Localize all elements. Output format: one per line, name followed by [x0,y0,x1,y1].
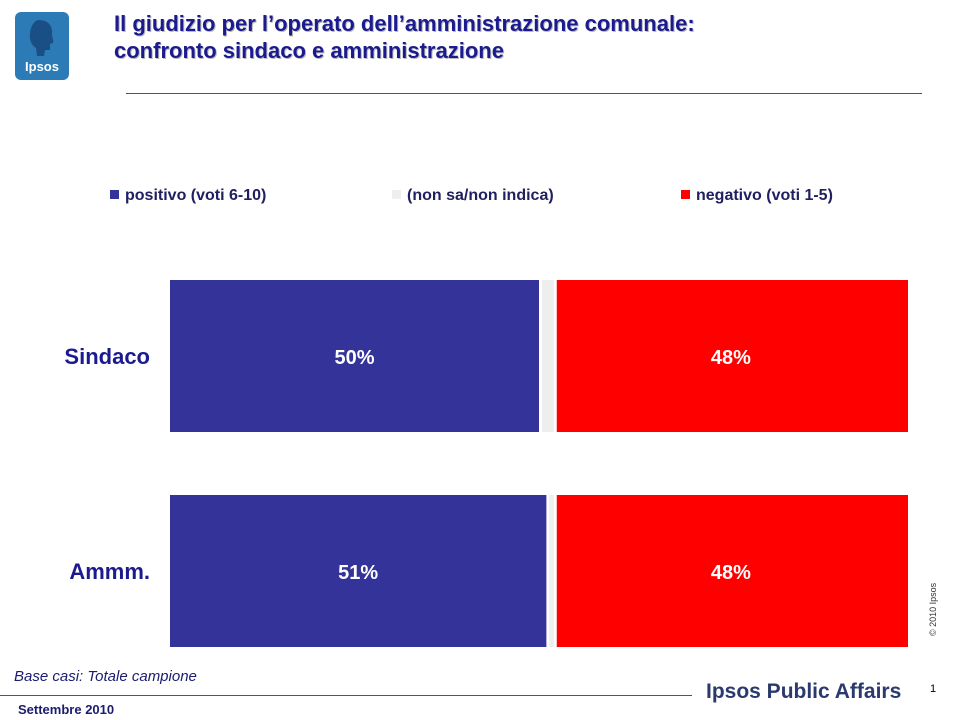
brand-name: Ipsos Public Affairs [706,680,902,703]
legend-label-positive: positivo (voti 6-10) [125,187,267,204]
category-label-1: Ammm. [69,559,150,584]
head-silhouette-icon [29,20,54,56]
data-label-0-0: 50% [334,347,374,369]
bar-0-2 [556,280,908,432]
title-line-1: Il giudizio per l’operato dell’amministr… [114,11,695,36]
legend-swatch-positive [110,190,119,199]
legend-item-unknown: (non sa/non indica) [392,187,554,205]
legend-swatch-negative [681,190,690,199]
bar-0-0 [170,280,539,432]
base-note: Base casi: Totale campione [14,668,197,685]
page-number: 1 [930,683,937,695]
footer-divider [0,695,692,696]
bar-1-0 [170,495,547,647]
chart-legend: positivo (voti 6-10) (non sa/non indica)… [0,187,960,209]
legend-item-positive: positivo (voti 6-10) [110,187,266,205]
bar-0-1 [542,280,554,432]
title-divider [126,93,922,94]
data-label-0-2: 48% [711,347,751,369]
legend-label-negative: negativo (voti 1-5) [696,187,833,204]
logo-text: Ipsos [25,59,59,74]
page-title: Il giudizio per l’operato dell’amministr… [114,10,934,64]
bar-1-1 [549,495,554,647]
footer-date: Settembre 2010 [18,702,115,717]
data-label-1-0: 51% [338,562,378,584]
legend-label-unknown: (non sa/non indica) [407,187,554,204]
category-label-0: Sindaco [64,344,150,369]
data-label-1-2: 48% [711,562,751,584]
bar-1-2 [556,495,908,647]
ipsos-logo: Ipsos [15,12,69,80]
legend-item-negative: negativo (voti 1-5) [681,187,833,205]
copyright-note: © 2010 Ipsos [928,582,938,636]
title-line-2: confronto sindaco e amministrazione [114,38,504,63]
legend-swatch-unknown [392,190,401,199]
